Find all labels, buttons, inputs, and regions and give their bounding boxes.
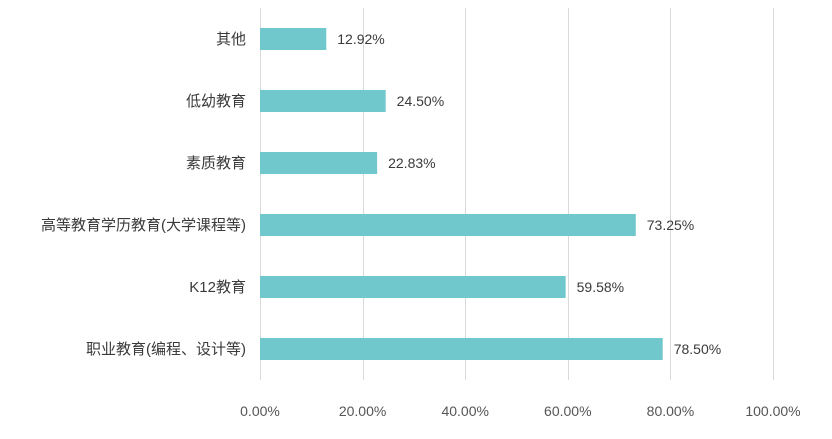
bar [260,90,386,112]
x-tick-label: 100.00% [745,403,800,419]
data-label: 78.50% [674,341,721,357]
category-label: 素质教育 [186,155,246,172]
x-tick-label: 20.00% [339,403,386,419]
labels: 0.00% 20.00% 40.00% 60.00% 80.00% 100.00% 其他 12… [41,31,801,419]
category-label: 高等教育学历教育(大学课程等) [41,216,246,234]
x-tick-label: 60.00% [544,403,591,419]
data-label: 73.25% [647,217,694,233]
data-label: 22.83% [388,155,435,171]
data-label: 59.58% [577,279,624,295]
category-label: 低幼教育 [186,93,246,110]
bar [260,338,663,360]
bar [260,276,566,298]
data-label: 24.50% [397,93,444,109]
bar [260,152,378,174]
data-label: 12.92% [337,31,384,47]
x-tick-label: 80.00% [647,403,694,419]
x-tick-label: 0.00% [240,403,280,419]
x-tick-label: 40.00% [441,403,488,419]
gridlines [260,8,774,380]
category-label: 其他 [216,31,246,48]
bar [260,28,327,50]
bars [260,28,663,360]
category-label: K12教育 [189,279,246,296]
category-label: 职业教育(编程、设计等) [86,340,246,358]
bar [260,214,636,236]
